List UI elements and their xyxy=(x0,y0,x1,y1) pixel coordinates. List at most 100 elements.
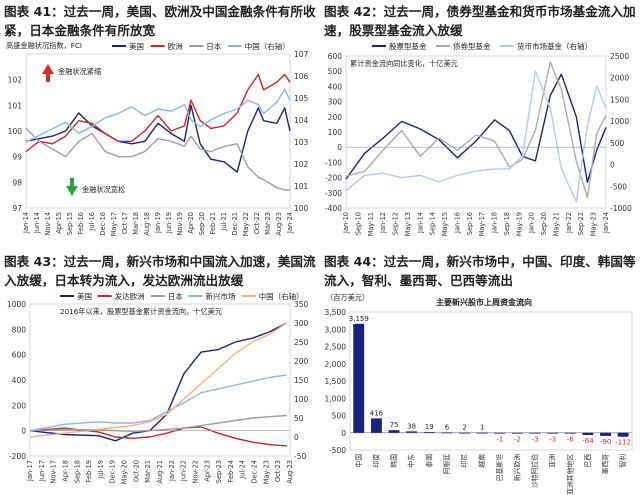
y-tick-label: -100 xyxy=(325,158,342,167)
up-arrow-icon xyxy=(42,64,54,74)
y-tick-label: 2,500 xyxy=(325,343,347,352)
annotation-tightening: 金融状况紧缩 xyxy=(58,67,101,76)
x-tick-label: 新兴欧洲 xyxy=(512,454,521,481)
x-tick-label: Jan-20 xyxy=(528,212,536,234)
chart-subtitle: 2016年以来，股票型基金累计资金流向，十亿美元 xyxy=(60,307,222,316)
x-tick-label: Apr-15 xyxy=(55,212,63,234)
x-tick-label: Sep-10 xyxy=(354,212,362,235)
x-tick-label: 中国 xyxy=(354,454,363,468)
y-right-tick-label: 104 xyxy=(294,116,309,125)
panel-3: 图表 43：过去一周，新兴市场和中国流入加速，美国流入放缓，日本转为流入，发达欧… xyxy=(0,250,320,495)
panel-4: 图表 44：过去一周，新兴市场中，中国、印度、韩国等流入，智利、墨西哥、巴西等流… xyxy=(320,250,640,495)
y-tick-label: 800 xyxy=(12,325,27,334)
x-tick-label: Feb-24 xyxy=(227,460,235,482)
plot-frame xyxy=(29,303,291,457)
legend-label: 股票型基金 xyxy=(389,41,427,51)
chart-caption: 图表 41：过去一周，美国、欧洲及中国金融条件有所收紧，日本金融条件有所放宽 xyxy=(4,4,316,38)
panel-1: 图表 41：过去一周，美国、欧洲及中国金融条件有所收紧，日本金融条件有所放宽 高… xyxy=(0,0,320,248)
legend-label: 日本 xyxy=(206,41,221,51)
y-right-tick-label: 103 xyxy=(294,138,309,147)
x-tick-label: Feb-16 xyxy=(77,212,85,234)
annotation-easing: 金融状况宽松 xyxy=(82,185,125,194)
legend-label: 新兴市场 xyxy=(205,291,235,301)
x-tick-label: Aug-23 xyxy=(275,212,283,236)
y-tick-label: -200 xyxy=(325,174,342,183)
x-tick-label: Jan-10 xyxy=(342,212,350,234)
x-tick-label: Jan-19 xyxy=(154,212,162,234)
bar xyxy=(423,432,435,433)
y-right-tick-label: 100 xyxy=(294,204,309,213)
x-tick-label: Apr-20 xyxy=(187,212,195,234)
x-tick-label: Sep-22 xyxy=(577,212,585,235)
bar xyxy=(459,432,470,434)
y-right-tick-label: 250 xyxy=(294,338,309,347)
x-tick-label: 亚洲 xyxy=(549,454,557,468)
x-tick-label: Sep-16 xyxy=(466,212,474,235)
x-tick-label: Oct-23 xyxy=(274,460,282,482)
bar xyxy=(582,432,594,435)
data-label: 6 xyxy=(445,424,450,432)
x-tick-label: 阿根廷 xyxy=(442,454,451,475)
line-chart-fund-flows: 股票型基金 债券型基金 货币市场基金（右轴）-400-300-200-1000100… xyxy=(325,41,632,236)
x-tick-label: Mar-21 xyxy=(144,460,152,483)
x-tick-label: May-13 xyxy=(404,212,412,236)
x-tick-label: Nov-22 xyxy=(191,460,199,483)
bar-chart-em-flows: （百万美元） 主要新兴股市上周资金流向 -500 0 500 1,000 1,500 2,00… xyxy=(325,293,633,495)
x-tick-label: Jan-14 xyxy=(22,212,30,234)
legend-label: 美国 xyxy=(129,41,144,51)
x-tick-label: Jun-19 xyxy=(165,212,173,234)
x-tick-label: Sep-18 xyxy=(73,460,81,483)
series-line xyxy=(29,322,287,442)
series-line xyxy=(25,88,291,143)
series-line xyxy=(345,70,607,203)
x-tick-label: Mar-18 xyxy=(132,212,140,235)
x-tick-label: Jul-21 xyxy=(220,212,228,232)
y-tick-label: 500 xyxy=(332,412,347,421)
x-tick-label: Sep-14 xyxy=(429,212,437,235)
data-label: -3 xyxy=(549,436,556,444)
y-tick-label: 99 xyxy=(12,153,22,162)
bar xyxy=(617,432,629,437)
y-tick-label: 3,500 xyxy=(325,308,347,317)
bar xyxy=(441,432,453,434)
series-line xyxy=(29,414,287,433)
y-right-tick-label: -50 xyxy=(294,452,306,461)
chart-subtitle: 累计资金流向同比变化，十亿美元 xyxy=(350,59,458,68)
bar xyxy=(512,432,523,434)
data-label: 75 xyxy=(390,421,399,429)
legend-label: 债券型基金 xyxy=(453,41,491,51)
x-tick-label: Dec-16 xyxy=(99,212,107,236)
x-tick-label: Jun-17 xyxy=(38,460,46,482)
chart-subtitle: 高盛金融状况指数，FCI xyxy=(6,41,82,50)
plot-frame xyxy=(349,311,633,451)
data-label: 38 xyxy=(407,422,416,430)
y-right-tick-label: 2000 xyxy=(610,74,629,83)
x-tick-label: Sep-18 xyxy=(503,212,511,235)
data-label: -6 xyxy=(567,436,575,444)
x-tick-label: Jan-16 xyxy=(453,212,461,234)
y-tick-label: 1,500 xyxy=(325,377,347,386)
series-line xyxy=(25,104,291,173)
y-tick-label: 600 xyxy=(12,351,27,360)
data-label: -3 xyxy=(532,436,539,444)
y-tick-label: 300 xyxy=(328,98,343,107)
x-tick-label: Sep-15 xyxy=(66,212,74,235)
y-right-tick-label: 107 xyxy=(294,50,309,59)
x-tick-label: Jan-24 xyxy=(286,212,294,234)
series-line xyxy=(345,73,607,183)
y-right-tick-label: 300 xyxy=(294,319,309,328)
y-tick-label: 500 xyxy=(328,67,343,76)
x-tick-label: Dec-19 xyxy=(109,460,117,484)
x-tick-label: 越南 xyxy=(477,454,486,468)
x-tick-label: 中东 xyxy=(407,454,416,468)
x-tick-label: 亚洲其他地区 xyxy=(565,454,574,495)
x-tick-label: Dec-21 xyxy=(231,212,239,236)
legend-label: 发达欧洲 xyxy=(115,291,145,301)
data-label: 416 xyxy=(370,409,384,417)
x-tick-label: Apr-18 xyxy=(61,460,69,482)
x-tick-label: Jan-14 xyxy=(416,212,424,234)
legend-label: 欧洲 xyxy=(168,41,183,51)
x-tick-label: Nov-17 xyxy=(50,460,58,483)
data-label: -64 xyxy=(582,437,594,445)
x-tick-label: Jul-16 xyxy=(88,212,96,232)
